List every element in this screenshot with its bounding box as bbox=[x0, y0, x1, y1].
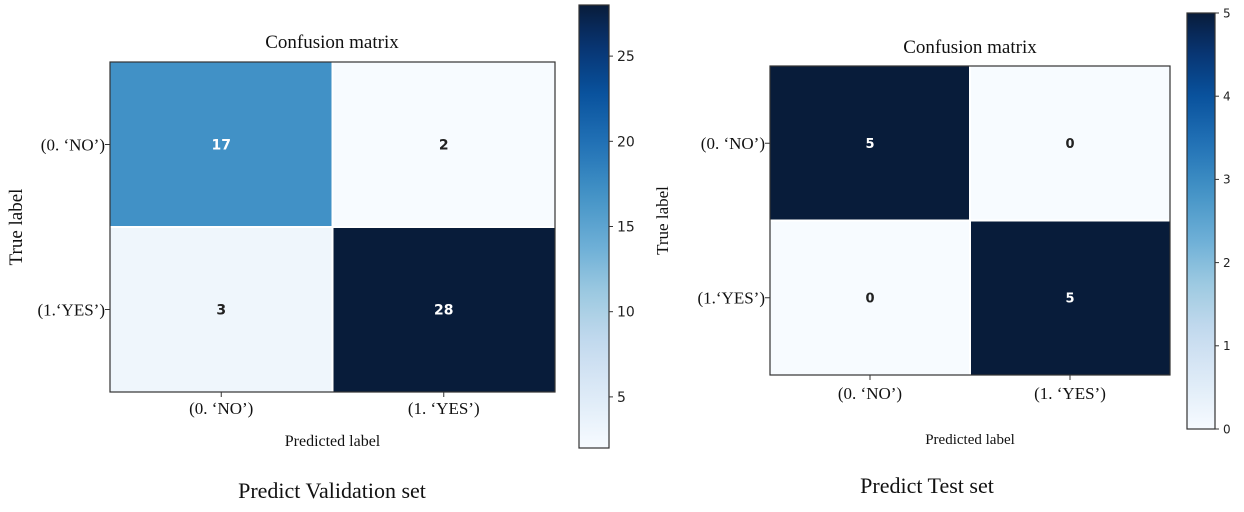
x-tick-label: (1. ‘YES’) bbox=[1034, 384, 1106, 403]
colorbar-tick-label: 10 bbox=[617, 305, 635, 321]
y-tick-label: (1.‘YES’) bbox=[37, 300, 105, 319]
colorbar-tick-label: 2 bbox=[1223, 256, 1231, 270]
heatmap-cell bbox=[332, 227, 555, 392]
x-tick-label: (1. ‘YES’) bbox=[408, 399, 480, 418]
cell-value-label: 28 bbox=[434, 303, 453, 319]
y-tick-label: (0. ‘NO’) bbox=[41, 135, 105, 154]
x-tick-label: (0. ‘NO’) bbox=[189, 399, 253, 418]
colorbar-tick-label: 3 bbox=[1223, 173, 1231, 187]
confusion-matrix-panel: Confusion matrix 5 0 0 5 (0. ‘NO’) (1. ‘YES’) (… bbox=[653, 6, 1231, 498]
y-tick-label: (1.‘YES’) bbox=[697, 289, 765, 308]
confusion-matrix-panel: Confusion matrix 17 2 3 28 (0. ‘NO’) (1. ‘YES’… bbox=[6, 4, 635, 503]
cell-value-label: 0 bbox=[865, 291, 874, 306]
colorbar-tick-label: 5 bbox=[617, 390, 626, 406]
x-tick-label: (0. ‘NO’) bbox=[838, 384, 902, 403]
colorbar-tick-label: 4 bbox=[1223, 90, 1231, 104]
cell-value-label: 5 bbox=[865, 137, 874, 152]
x-axis-label: Predicted label bbox=[925, 432, 1015, 448]
cell-value-label: 5 bbox=[1065, 291, 1074, 306]
colorbar bbox=[1186, 12, 1216, 430]
colorbar-tick-label: 0 bbox=[1223, 422, 1231, 436]
heatmap-cell bbox=[110, 62, 333, 227]
heatmap-cell bbox=[110, 227, 333, 392]
plot-frame bbox=[769, 65, 1171, 376]
heatmap-cell bbox=[770, 66, 970, 221]
colorbar bbox=[578, 4, 610, 449]
heatmap-cell bbox=[332, 62, 555, 227]
plot-frame bbox=[109, 61, 556, 393]
cell-value-label: 17 bbox=[212, 138, 231, 154]
cell-value-label: 0 bbox=[1065, 137, 1074, 152]
heatmap-cell bbox=[970, 66, 1170, 221]
colorbar-tick-label: 15 bbox=[617, 220, 635, 236]
colorbar-tick-label: 1 bbox=[1223, 339, 1231, 353]
chart-title: Confusion matrix bbox=[903, 37, 1037, 58]
x-axis-label: Predicted label bbox=[285, 433, 381, 450]
cell-value-label: 3 bbox=[216, 303, 226, 319]
figure-caption: Predict Validation set bbox=[238, 478, 426, 503]
heatmap-cell bbox=[770, 220, 970, 375]
colorbar-tick-label: 25 bbox=[617, 49, 635, 65]
chart-title: Confusion matrix bbox=[265, 32, 399, 53]
y-tick-label: (0. ‘NO’) bbox=[701, 134, 765, 153]
y-axis-label: True label bbox=[653, 186, 672, 255]
y-axis-label: True label bbox=[6, 189, 27, 266]
cell-value-label: 2 bbox=[439, 138, 449, 154]
figure-caption: Predict Test set bbox=[860, 473, 994, 498]
colorbar-tick-label: 5 bbox=[1223, 6, 1231, 20]
colorbar-tick-label: 20 bbox=[617, 134, 635, 150]
heatmap-cell bbox=[970, 220, 1170, 375]
